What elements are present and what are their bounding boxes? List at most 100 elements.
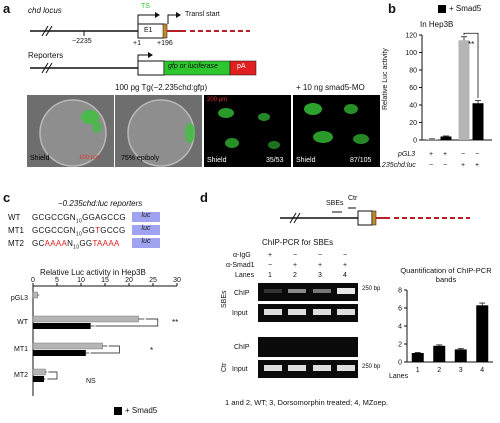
- pos-p1-label: +1: [133, 40, 141, 47]
- smad1-sign: +: [343, 262, 348, 269]
- transl-arrow: [167, 14, 176, 24]
- bar: [411, 353, 424, 362]
- image-stage-label: Shield: [30, 155, 50, 162]
- chd-locus-label: chd locus: [28, 6, 62, 15]
- y-tick-label: 20: [409, 120, 417, 127]
- b-row1-sign: +: [443, 151, 448, 158]
- luc-box: luc: [132, 212, 160, 222]
- gel-input-ctr: [258, 360, 358, 378]
- gel-band: [288, 289, 306, 293]
- reporter-break-2: [45, 62, 53, 74]
- y-tick-label: 80: [409, 68, 417, 75]
- embryo-image-75-epiboly: 75% epiboly: [115, 95, 202, 167]
- smad1-sign: +: [293, 262, 298, 269]
- reporter-name: WT: [8, 213, 21, 222]
- ts-label: TS: [141, 3, 150, 10]
- lane-number: 1: [268, 272, 272, 279]
- legend-smad5-label: + Smad5: [449, 4, 482, 13]
- y-tick-label: 0: [398, 360, 402, 367]
- pos-p196-label: +196: [157, 40, 173, 47]
- image-stage-label: 75% epiboly: [121, 155, 160, 162]
- x-tick-label: 25: [149, 277, 157, 284]
- reporter-sequence: GCAAAAN10GGTAAAA: [32, 239, 120, 251]
- b-row2-sign: −: [429, 162, 434, 169]
- ts-arrowhead: [155, 12, 160, 18]
- image-count-label: 35/53: [266, 157, 284, 164]
- bar-control: [32, 291, 38, 299]
- igg-sign: −: [293, 252, 298, 259]
- y-tick-label: 100: [405, 50, 417, 57]
- fluor-scale-label: 200 μm: [207, 97, 228, 103]
- sbe-break-2: [293, 212, 301, 224]
- bp-label: 250 bp: [362, 286, 381, 292]
- igg-sign: +: [268, 252, 273, 259]
- sig-bracket-mt2: [47, 371, 58, 380]
- sbe-exon: [357, 210, 373, 226]
- ctr-label: Ctr: [348, 195, 358, 202]
- bar: [458, 40, 470, 140]
- sbe-exon-start: [371, 210, 377, 226]
- y-tick-label: 2: [398, 342, 402, 349]
- panel-letter-c: c: [3, 190, 11, 205]
- reporter-exon: [137, 60, 165, 76]
- category-label: MT1: [14, 346, 28, 353]
- y-tick-label: 120: [405, 33, 417, 40]
- gel-band: [264, 365, 282, 371]
- bar: [440, 136, 452, 140]
- chart-b: 0 20 40 60 80 100 120: [405, 33, 492, 145]
- gel-band: [337, 365, 355, 371]
- reporter-name: MT2: [8, 239, 24, 248]
- embryo-image-shield: Shield 100 μm: [27, 95, 114, 167]
- b-row2-sign: −: [443, 162, 448, 169]
- fluor-image-mo: Shield 87/105: [293, 95, 380, 167]
- bar-smad5: [33, 350, 86, 356]
- sig-bracket-wt: [95, 318, 159, 327]
- c-legend-label: + Smad5: [125, 406, 158, 415]
- reporter-sequence: GCGCCGN10GGTGCCG: [32, 226, 126, 238]
- c-chart-title: Relative Luc activity in Hep3B: [40, 268, 146, 277]
- reporters-label: Reporters: [28, 51, 64, 60]
- c-reporters-title: −0.235chd:luc reporters: [58, 199, 143, 208]
- b-row1-label: pGL3: [398, 151, 416, 158]
- reporter-ts-arrow: [137, 54, 148, 61]
- category-label: MT2: [14, 372, 28, 379]
- gel-band: [288, 309, 306, 315]
- x-tick-label: 5: [55, 277, 59, 284]
- bar-smad5: [33, 323, 91, 329]
- c-sig-mt2: NS: [86, 378, 96, 385]
- gel-band: [337, 288, 355, 294]
- x-tick-label: 3: [459, 367, 463, 374]
- bp-label: 250 bp: [362, 364, 381, 370]
- y-tick-label: 40: [409, 103, 417, 110]
- lanes-label: Lanes: [235, 272, 255, 279]
- locus-break-1: [41, 25, 49, 37]
- sig-bracket-mt1: [90, 345, 120, 354]
- x-tick-label: 20: [125, 277, 133, 284]
- gel-chip-ctr: [258, 337, 358, 357]
- gene-diagram: [30, 12, 257, 76]
- panel-letter-a: a: [3, 1, 11, 16]
- exon-start: [162, 23, 168, 39]
- b-row1-sign: −: [461, 151, 466, 158]
- fluor-image-control: 200 μm Shield 35/53: [204, 95, 291, 167]
- gel-band: [264, 309, 282, 315]
- image-stage-label: Shield: [296, 157, 316, 164]
- pa-label: pA: [237, 63, 246, 70]
- y-tick-label: 60: [409, 85, 417, 92]
- igg-sign: −: [318, 252, 323, 259]
- y-tick-label: 0: [413, 138, 417, 145]
- sbe-diagram: [280, 207, 470, 226]
- image-stage-label: Shield: [207, 157, 227, 164]
- c-sig-mt1: *: [150, 346, 154, 355]
- gel-band: [313, 365, 331, 371]
- bar: [476, 305, 489, 362]
- x-tick-label: 10: [77, 277, 85, 284]
- transl-arrowhead: [176, 12, 181, 18]
- b-row2-sign: +: [475, 162, 480, 169]
- x-tick-label: 0: [31, 277, 35, 284]
- b-row2-sign: +: [461, 162, 466, 169]
- c-sig-wt: **: [172, 318, 179, 327]
- bar-control: [32, 315, 139, 323]
- chart-c: 0 5 10 15 20 25 30 pGL3 WT MT1 MT2: [11, 277, 181, 396]
- x-tick-label: 15: [101, 277, 109, 284]
